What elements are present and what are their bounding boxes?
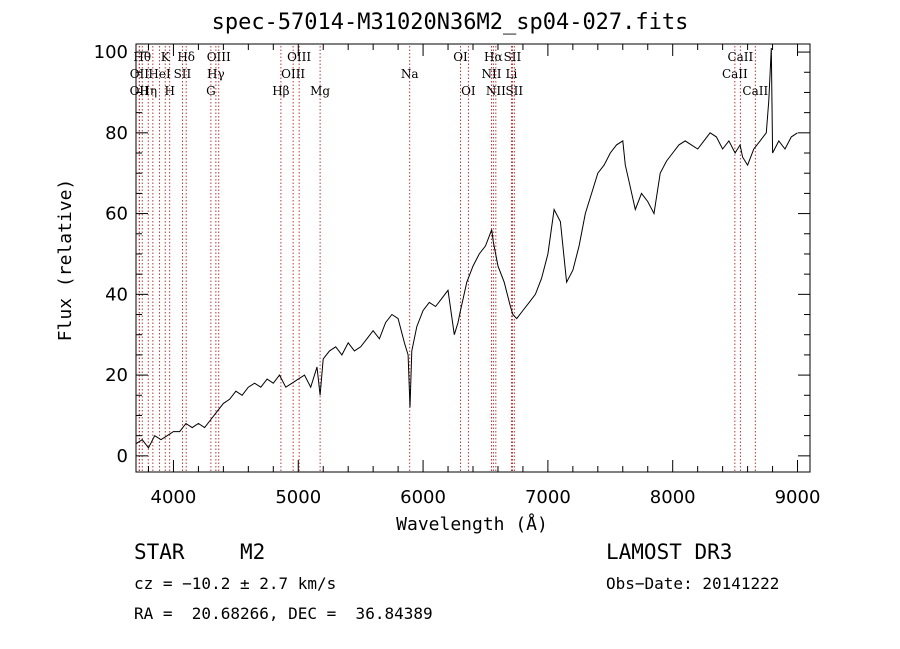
spectral-line-labels: HθOIIOIIHηHeIKHSIIHδGHγOIIIHβOIIIOIIIMgN… — [130, 50, 769, 98]
chart-title: spec-57014-M31020N36M2_sp04-027.fits — [211, 10, 689, 35]
line-label-25: SII — [505, 84, 523, 98]
line-label-27: CaII — [727, 50, 753, 64]
y-tick-label: 80 — [105, 123, 128, 144]
line-label-17: Na — [401, 67, 419, 81]
axis-ticks — [136, 44, 810, 472]
x-tick-label: 9000 — [775, 487, 821, 508]
y-tick-label: 100 — [94, 42, 128, 63]
line-label-7: H — [164, 84, 174, 98]
line-label-8: SII — [174, 67, 192, 81]
line-label-22: NII — [486, 84, 506, 98]
line-label-11: Hγ — [207, 67, 225, 81]
x-tick-label: 8000 — [650, 487, 696, 508]
line-label-0: Hθ — [133, 50, 151, 64]
line-label-24: SII — [504, 50, 522, 64]
plot-frame — [135, 43, 811, 473]
line-label-19: OI — [461, 84, 476, 98]
line-label-13: Hβ — [272, 84, 289, 98]
x-axis-label: Wavelength (Å) — [396, 513, 548, 535]
y-tick-label: 0 — [117, 446, 128, 467]
spectral-line-markers — [138, 46, 756, 472]
line-label-10: G — [206, 84, 216, 98]
x-tick-label: 4000 — [151, 487, 197, 508]
line-label-16: Mg — [310, 84, 330, 98]
y-tick-label: 20 — [105, 365, 128, 386]
line-label-5: HeI — [148, 67, 171, 81]
x-tick-label: 5000 — [275, 487, 321, 508]
y-tick-label: 60 — [105, 204, 128, 225]
line-label-28: CaII — [742, 84, 768, 98]
x-tick-label: 7000 — [525, 487, 571, 508]
line-label-23: Li — [506, 67, 518, 81]
observation-date: Obs−Date: 20141222 — [606, 574, 780, 593]
y-axis-label: Flux (relative) — [55, 179, 76, 342]
line-label-14: OIII — [281, 67, 305, 81]
axis-tick-labels: 4000 5000 6000 7000 8000 9000 0 20 40 60 80 100 — [94, 42, 821, 508]
line-label-1: OII — [130, 67, 150, 81]
line-label-18: OI — [453, 50, 468, 64]
flux-series-line — [135, 47, 798, 449]
line-label-20: NII — [481, 67, 501, 81]
object-class: STAR — [134, 540, 185, 564]
line-label-3: Hη — [139, 84, 157, 98]
coordinates: RA = 20.68266, DEC = 36.84389 — [134, 604, 433, 623]
survey-name: LAMOST DR3 — [606, 540, 733, 564]
line-label-15: OIII — [287, 50, 311, 64]
line-label-9: Hδ — [177, 50, 195, 64]
line-label-21: Hα — [484, 50, 503, 64]
line-label-12: OIII — [207, 50, 231, 64]
y-tick-label: 40 — [105, 284, 128, 305]
line-label-6: K — [161, 50, 171, 64]
line-label-2: OII — [130, 84, 150, 98]
x-tick-label: 6000 — [400, 487, 446, 508]
line-label-26: CaII — [722, 67, 748, 81]
redshift-cz: cz = −10.2 ± 2.7 km/s — [134, 574, 337, 593]
object-subclass: M2 — [240, 540, 266, 564]
